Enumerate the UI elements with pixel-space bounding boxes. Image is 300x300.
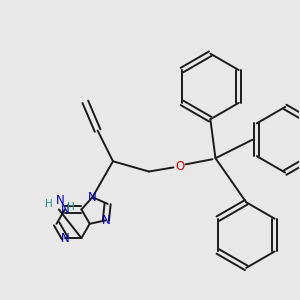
Text: H: H [45,199,52,209]
Text: N: N [61,232,69,244]
Text: N: N [101,214,110,227]
Text: N: N [61,203,69,216]
Text: N: N [88,190,97,204]
Text: O: O [175,160,184,173]
Text: H: H [67,202,75,212]
Text: N: N [56,194,64,207]
